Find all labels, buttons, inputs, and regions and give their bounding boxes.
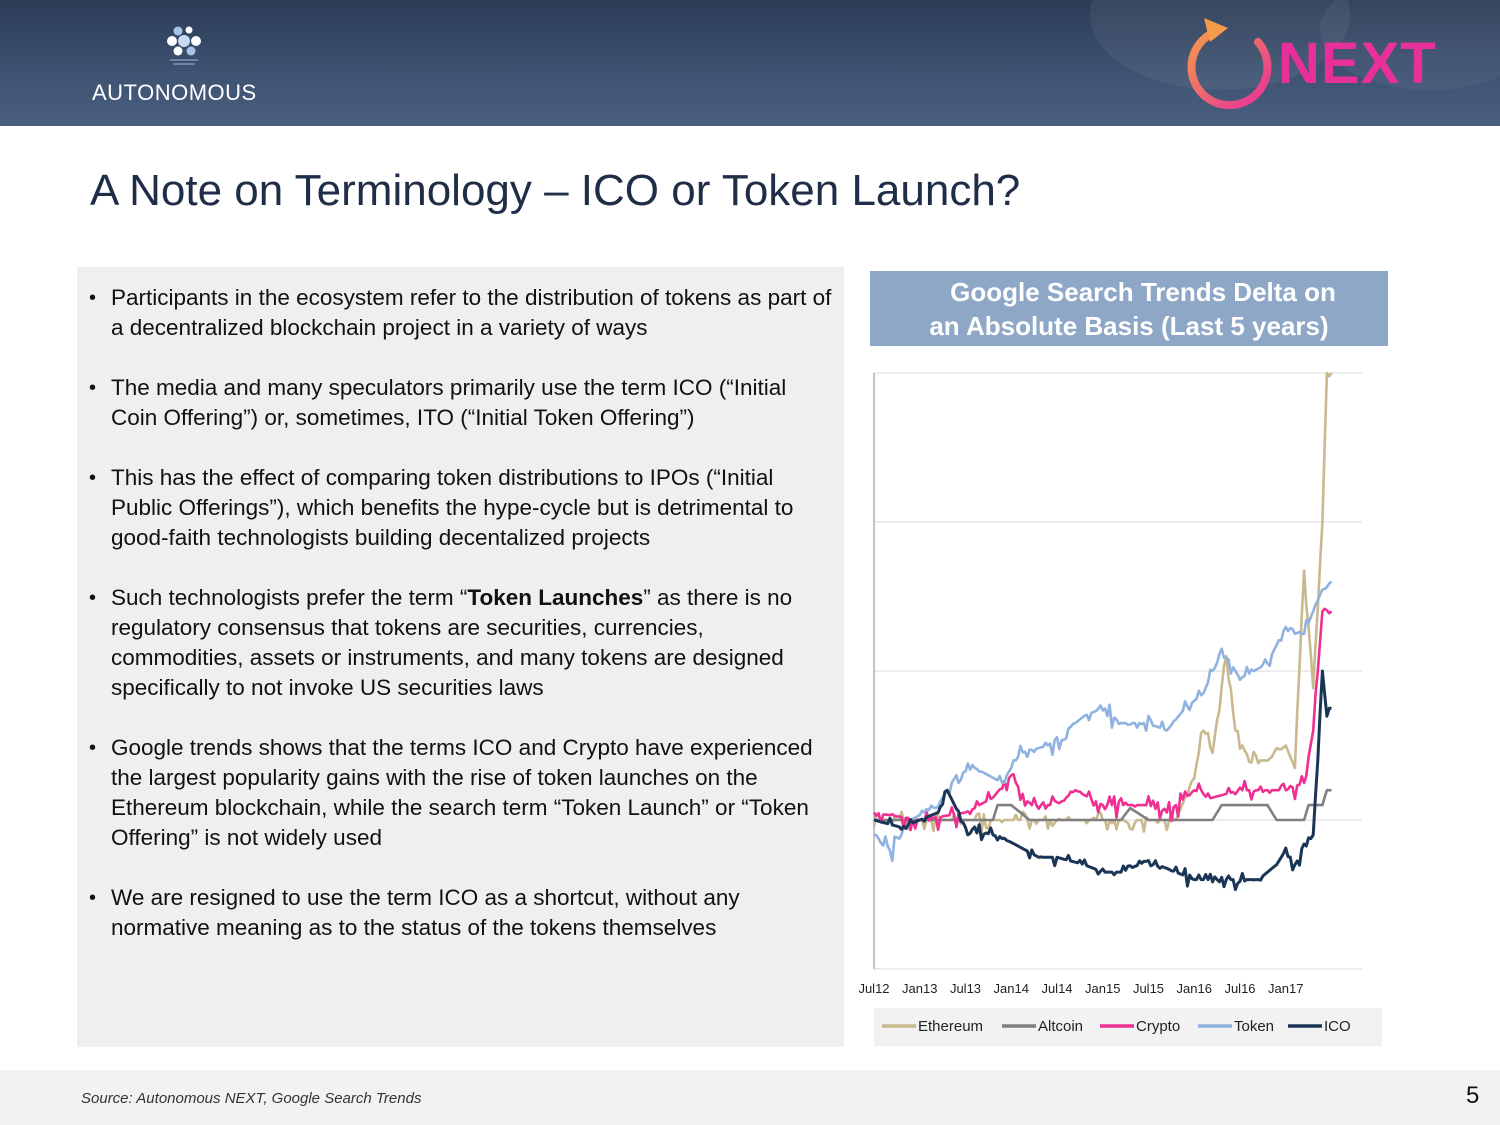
x-tick-label: Jan14 <box>994 981 1029 996</box>
x-tick-label: Jan17 <box>1268 981 1303 996</box>
bullet-panel: Participants in the ecosystem refer to t… <box>77 267 844 1047</box>
slide-title: A Note on Terminology – ICO or Token Lau… <box>90 166 1021 215</box>
footer-bar <box>0 1070 1500 1125</box>
bullet-bold-term: Token Launches <box>467 585 644 610</box>
series-line-ethereum <box>872 371 1333 835</box>
next-circular-arrow-icon <box>1187 18 1272 110</box>
bullet-item: Google trends shows that the terms ICO a… <box>89 733 834 853</box>
brand-logo-text: AUTONOMOUS <box>92 80 257 105</box>
chart-title-line: Google Search Trends Delta on <box>950 277 1336 307</box>
x-tick-label: Jul14 <box>1041 981 1072 996</box>
bullet-item: We are resigned to use the term ICO as a… <box>89 883 834 943</box>
next-logo-text: NEXT <box>1278 31 1437 96</box>
series-line-ico <box>873 669 1332 892</box>
legend-label: Token <box>1234 1018 1274 1035</box>
x-tick-label: Jul13 <box>950 981 981 996</box>
legend-label: ICO <box>1324 1018 1351 1035</box>
bullet-item: Participants in the ecosystem refer to t… <box>89 283 834 343</box>
bullet-text: Such technologists prefer the term “ <box>111 585 468 610</box>
legend-label: Crypto <box>1136 1018 1180 1035</box>
chart-title-line: an Absolute Basis (Last 5 years) <box>929 311 1329 341</box>
series-line-crypto <box>872 607 1333 832</box>
autonomous-logo-icon <box>167 26 201 65</box>
legend-label: Altcoin <box>1038 1018 1083 1035</box>
x-tick-label: Jul16 <box>1224 981 1255 996</box>
x-tick-label: Jan13 <box>902 981 937 996</box>
chart-title-box: Google Search Trends Delta on an Absolut… <box>870 271 1388 346</box>
x-tick-label: Jan15 <box>1085 981 1120 996</box>
legend-label: Ethereum <box>918 1018 983 1035</box>
bullet-item: Such technologists prefer the term “Toke… <box>89 583 834 703</box>
x-tick-label: Jul15 <box>1133 981 1164 996</box>
bullet-item: The media and many speculators primarily… <box>89 373 834 433</box>
series-line-token <box>873 580 1333 863</box>
x-tick-label: Jul12 <box>858 981 889 996</box>
bullet-list: Participants in the ecosystem refer to t… <box>89 283 834 973</box>
bullet-item: This has the effect of comparing token d… <box>89 463 834 553</box>
series-line-altcoin <box>874 788 1332 822</box>
source-note: Source: Autonomous NEXT, Google Search T… <box>81 1090 422 1107</box>
bullet-text: ” as there is no regulatory consensus th… <box>111 585 793 700</box>
x-tick-label: Jan16 <box>1177 981 1212 996</box>
header-bar: AUTONOMOUS NEXT <box>0 0 1500 126</box>
trends-line-chart: Jul12 Jan13 Jul13 Jan14 Jul14 Jan15 Jul15 Jan16… <box>858 371 1382 1046</box>
page-number: 5 <box>1466 1082 1480 1109</box>
